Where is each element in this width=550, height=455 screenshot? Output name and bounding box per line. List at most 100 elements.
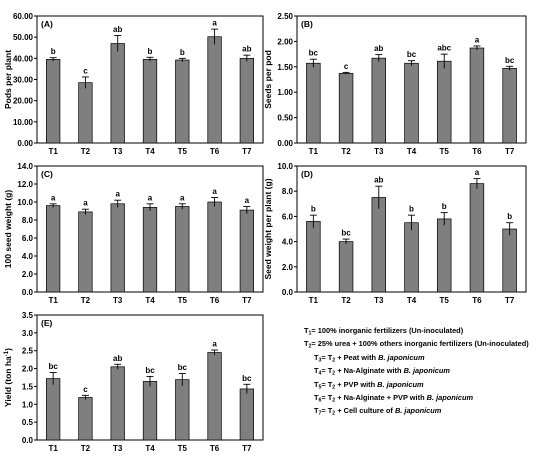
significance-letter: ab	[374, 176, 383, 185]
y-tick-label: 40.00	[13, 54, 34, 63]
x-tick-label: T6	[210, 444, 220, 453]
x-tick-label: T1	[48, 296, 58, 305]
significance-letter: b	[442, 202, 447, 211]
x-tick-label: T6	[210, 147, 220, 156]
bar	[110, 43, 125, 144]
bar	[142, 381, 158, 441]
significance-letter: abc	[437, 44, 451, 53]
y-tick-label: 50.00	[13, 33, 34, 42]
bar	[46, 205, 61, 293]
bar	[78, 82, 93, 144]
significance-letter: a	[83, 199, 88, 208]
bar	[371, 197, 387, 293]
bar	[239, 388, 254, 441]
y-tick-label: 6.0	[282, 212, 294, 221]
significance-letter: ab	[113, 354, 122, 363]
significance-letter: a	[475, 35, 480, 44]
y-tick-label: 2.0	[22, 270, 34, 279]
chart-panel-2: 0.00 0.50 1.00 1.50 2.00 2.50 Seeds per pod (B)…	[263, 12, 527, 156]
bar	[404, 62, 419, 144]
x-tick-label: T6	[210, 296, 220, 305]
chart-panel-5: 0.0 0.5 1.0 1.5 2.0 2.5 3.0 3.5 Yield (ton ha-1)…	[3, 311, 264, 453]
y-tick-label: 0.0	[282, 288, 294, 297]
significance-letter: c	[344, 62, 349, 71]
significance-letter: b	[311, 205, 316, 214]
significance-letter: b	[507, 212, 512, 221]
bar	[207, 352, 222, 441]
bar	[306, 221, 321, 293]
x-tick-label: T2	[81, 147, 91, 156]
x-tick-label: T7	[242, 147, 252, 156]
bar	[436, 218, 452, 293]
legend-line-6: T6= T2 + Na-Alginate + PVP with B. japon…	[314, 393, 474, 404]
significance-letter: a	[212, 340, 217, 349]
y-tick-label: 8.0	[282, 187, 294, 196]
y-tick-label: 3.5	[22, 311, 34, 320]
x-tick-label: T4	[407, 296, 417, 305]
bar	[239, 209, 254, 293]
x-tick-label: T5	[178, 444, 188, 453]
x-tick-label: T5	[440, 296, 450, 305]
bar	[110, 203, 125, 293]
y-tick-label: 20.00	[13, 97, 34, 106]
y-tick-label: 4.0	[282, 238, 294, 247]
significance-letter: ab	[113, 25, 122, 34]
bar	[46, 59, 61, 144]
significance-letter: a	[148, 193, 153, 202]
x-tick-label: T2	[81, 296, 91, 305]
significance-letter: bc	[242, 374, 252, 383]
y-tick-label: 4.0	[22, 252, 34, 261]
x-tick-label: T4	[145, 444, 155, 453]
x-tick-label: T1	[48, 147, 58, 156]
significance-letter: a	[115, 190, 120, 199]
significance-letter: b	[180, 48, 185, 57]
bar	[175, 206, 190, 293]
bar	[306, 62, 321, 144]
y-tick-label: 2.50	[277, 12, 293, 21]
x-tick-label: T4	[407, 147, 417, 156]
x-tick-label: T7	[242, 296, 252, 305]
significance-letter: a	[245, 196, 250, 205]
x-tick-label: T2	[81, 444, 91, 453]
x-tick-label: T7	[505, 147, 515, 156]
y-axis-label: Seeds per pod	[263, 50, 273, 109]
bar	[338, 241, 354, 293]
y-tick-label: 2.0	[22, 365, 34, 374]
y-tick-label: 0.5	[22, 418, 34, 427]
panel-label: (D)	[301, 169, 313, 179]
y-tick-label: 10.00	[13, 118, 34, 127]
y-tick-label: 0.00	[17, 139, 33, 148]
x-tick-label: T5	[178, 296, 188, 305]
y-tick-label: 1.00	[277, 88, 293, 97]
significance-letter: bc	[505, 56, 515, 65]
x-tick-label: T1	[309, 296, 319, 305]
significance-letter: a	[212, 19, 217, 28]
significance-letter: bc	[145, 366, 155, 375]
legend-line-3: T3= T2 + Peat with B. japonicum	[314, 352, 425, 364]
significance-letter: a	[475, 168, 480, 177]
x-tick-label: T2	[341, 296, 351, 305]
y-axis-label: Yield (ton ha-1)	[3, 348, 13, 407]
significance-letter: bc	[407, 50, 417, 59]
y-tick-label: 3.0	[22, 329, 34, 338]
y-tick-label: 1.50	[277, 63, 293, 72]
x-tick-label: T5	[440, 147, 450, 156]
bar	[207, 201, 222, 293]
panel-label: (C)	[41, 169, 53, 179]
legend-line-5: T5= T2 + PVP with B. japonicum	[314, 379, 424, 391]
x-tick-label: T6	[472, 147, 482, 156]
legend-line-2: T2= 25% urea + 100% others inorganic fer…	[304, 339, 529, 350]
y-tick-label: 0.00	[277, 139, 293, 148]
panel-label: (A)	[41, 19, 53, 29]
bar	[207, 36, 222, 144]
bar	[404, 222, 419, 293]
bar	[175, 59, 190, 144]
significance-letter: bc	[341, 229, 351, 238]
bar	[110, 366, 125, 441]
legend-line-4: T4= T2 + Na-Alginate with B. japonicum	[314, 366, 450, 377]
significance-letter: a	[212, 187, 217, 196]
significance-letter: c	[83, 385, 88, 394]
bar	[142, 59, 158, 144]
x-tick-label: T3	[113, 147, 123, 156]
x-tick-label: T6	[472, 296, 482, 305]
